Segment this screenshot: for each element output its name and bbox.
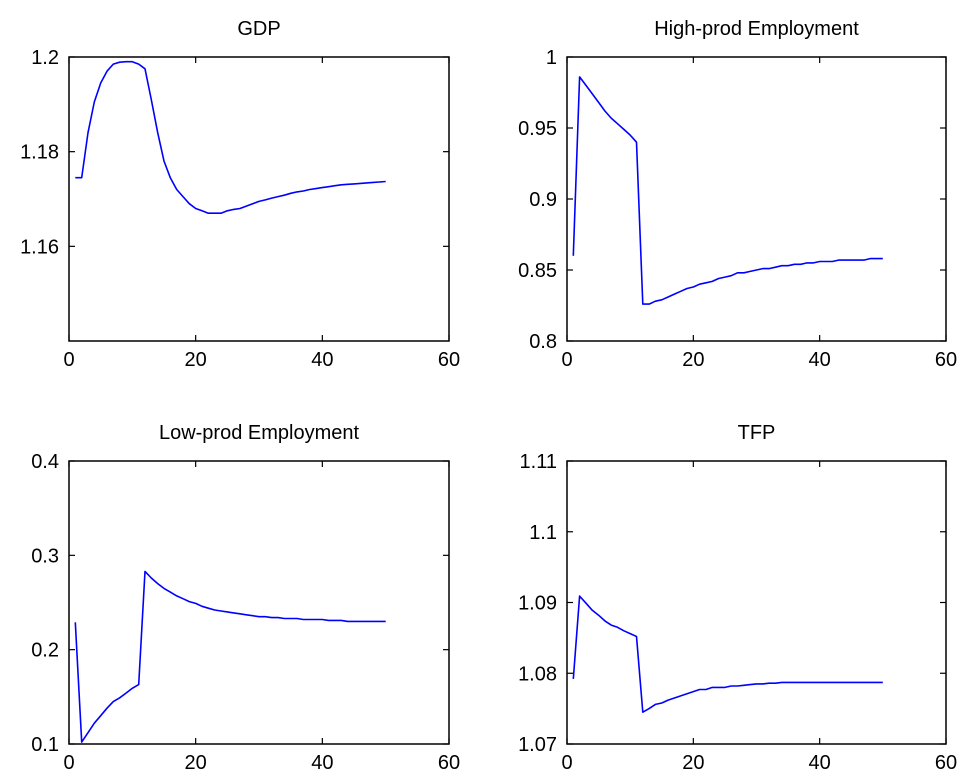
gdp-y-tick-label: 1.18 (20, 142, 59, 164)
gdp-x-tick-label: 0 (63, 349, 74, 371)
low-prod-employment-y-tick-label: 0.1 (31, 734, 59, 756)
gdp-y-tick-label: 1.2 (31, 47, 59, 69)
gdp-x-tick-label: 40 (311, 349, 333, 371)
low-prod-employment-y-tick-label: 0.3 (31, 545, 59, 567)
tfp-title: TFP (738, 422, 776, 444)
tfp-y-tick-label: 1.09 (518, 593, 557, 615)
tfp-series-line (572, 595, 883, 714)
low-prod-employment-x-tick-label: 20 (185, 752, 207, 774)
high-prod-employment-y-tick-label: 1 (546, 47, 557, 69)
tfp-y-tick-label: 1.11 (520, 451, 557, 473)
high-prod-employment-y-tick-label: 0.8 (529, 331, 557, 353)
tfp-x-tick-label: 40 (809, 752, 831, 774)
high-prod-employment-y-tick-label: 0.9 (529, 189, 557, 211)
tfp-y-tick-label: 1.1 (529, 522, 557, 544)
high-prod-employment-axes-frame (566, 56, 947, 342)
high-prod-employment-x-tick-label: 0 (561, 349, 572, 371)
low-prod-employment-x-tick-label: 40 (311, 752, 333, 774)
tfp-y-tick-label: 1.07 (518, 734, 557, 756)
high-prod-employment-series-line (572, 76, 883, 305)
low-prod-employment-y-tick-label: 0.2 (31, 640, 59, 662)
high-prod-employment-chart: High-prod Employment 0 20 40 60 0.8 0.85 0.9 0.9… (518, 18, 957, 371)
gdp-x-tick-label: 60 (438, 349, 460, 371)
gdp-x-tick-label: 20 (185, 349, 207, 371)
gdp-chart: GDP 0 20 40 60 1.16 1.18 1.2 (20, 18, 460, 371)
tfp-x-tick-label: 60 (935, 752, 957, 774)
low-prod-employment-axes-frame (68, 460, 450, 745)
gdp-y-tick-label: 1.16 (20, 236, 59, 258)
gdp-title: GDP (237, 18, 280, 40)
low-prod-employment-y-tick-label: 0.4 (31, 451, 59, 473)
tfp-x-tick-label: 0 (561, 752, 572, 774)
high-prod-employment-x-tick-label: 60 (935, 349, 957, 371)
tfp-y-tick-label: 1.08 (518, 663, 557, 685)
high-prod-employment-x-tick-label: 20 (682, 349, 704, 371)
high-prod-employment-x-tick-label: 40 (809, 349, 831, 371)
high-prod-employment-y-tick-label: 0.85 (518, 260, 557, 282)
high-prod-employment-y-tick-label: 0.95 (518, 118, 557, 140)
tfp-chart: TFP 0 20 40 60 1.07 1.08 1.09 1.1 1.11 (518, 422, 957, 774)
low-prod-employment-chart: Low-prod Employment 0 20 40 60 0.1 0.2 0.3 0.4 (31, 422, 460, 774)
low-prod-employment-series-line (74, 570, 386, 743)
low-prod-employment-title: Low-prod Employment (159, 422, 360, 444)
gdp-series-line (75, 60, 386, 214)
low-prod-employment-x-tick-label: 60 (438, 752, 460, 774)
tfp-x-tick-label: 20 (682, 752, 704, 774)
gdp-axes-frame (68, 56, 450, 342)
low-prod-employment-x-tick-label: 0 (63, 752, 74, 774)
tfp-axes-frame (566, 460, 947, 745)
high-prod-employment-title: High-prod Employment (654, 18, 859, 40)
